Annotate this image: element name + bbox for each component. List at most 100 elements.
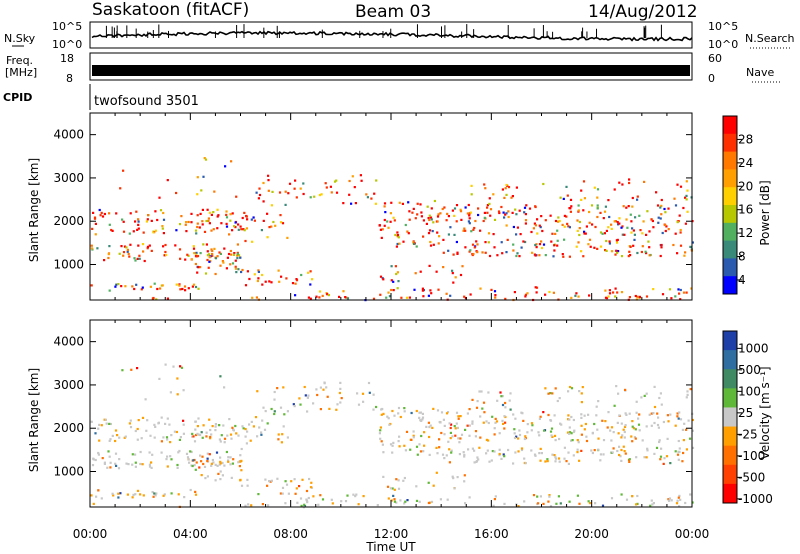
echo-cell: [463, 480, 466, 483]
echo-cell: [222, 424, 225, 427]
echo-cell: [403, 410, 406, 413]
echo-cell: [659, 217, 662, 220]
echo-cell: [538, 434, 541, 437]
echo-cell: [170, 458, 173, 461]
echo-cell: [141, 243, 145, 246]
echo-cell: [429, 244, 433, 247]
echo-cell: [155, 298, 158, 301]
echo-cell: [141, 463, 144, 466]
echo-cell: [452, 477, 455, 480]
echo-cell: [568, 255, 571, 258]
echo-cell: [494, 421, 497, 424]
echo-cell: [396, 271, 399, 274]
echo-cell: [569, 210, 572, 213]
echo-cell: [277, 438, 280, 441]
echo-cell: [294, 294, 297, 297]
echo-cell: [637, 417, 640, 420]
echo-cell: [661, 293, 665, 296]
echo-cell: [92, 211, 95, 214]
echo-cell: [662, 462, 665, 465]
echo-cell: [645, 252, 648, 255]
echo-cell: [165, 253, 168, 257]
echo-cell: [684, 501, 687, 505]
echo-cell: [412, 207, 415, 210]
echo-cell: [135, 210, 138, 213]
echo-cell: [685, 198, 688, 201]
echo-cell: [391, 487, 394, 490]
echo-cell: [628, 412, 631, 415]
echo-cell: [380, 236, 383, 239]
echo-cell: [531, 251, 534, 254]
echo-cell: [601, 232, 604, 235]
echo-cell: [104, 418, 107, 421]
echo-cell: [442, 418, 445, 421]
echo-cell: [455, 422, 458, 425]
echo-cell: [482, 401, 486, 404]
echo-cell: [319, 494, 322, 497]
echo-cell: [412, 430, 415, 433]
echo-cell: [413, 288, 416, 291]
echo-cell: [338, 391, 341, 395]
echo-cell: [108, 212, 111, 215]
echo-cell: [234, 424, 237, 428]
colorbar-segment: [723, 426, 737, 447]
echo-cell: [257, 277, 260, 280]
echo-cell: [204, 272, 208, 275]
echo-cell: [392, 216, 395, 219]
echo-cell: [648, 413, 651, 416]
echo-cell: [350, 202, 353, 205]
echo-cell: [580, 189, 583, 192]
echo-cell: [534, 205, 537, 209]
echo-cell: [625, 413, 628, 416]
echo-cell: [679, 498, 682, 501]
echo-cell: [146, 218, 149, 221]
echo-cell: [679, 298, 682, 301]
echo-cell: [264, 478, 267, 481]
echo-cell: [293, 187, 296, 190]
echo-cell: [215, 451, 219, 454]
echo-cell: [124, 435, 127, 438]
echo-cell: [500, 205, 503, 209]
echo-cell: [522, 240, 525, 243]
echo-cell: [176, 377, 179, 380]
echo-cell: [676, 453, 680, 456]
echo-cell: [480, 390, 483, 393]
echo-cell: [300, 273, 303, 277]
echo-cell: [468, 408, 471, 411]
echo-cell: [466, 412, 469, 415]
echo-cell: [270, 225, 273, 228]
echo-cell: [428, 214, 431, 217]
echo-cell: [307, 496, 310, 500]
echo-cell: [546, 458, 549, 461]
echo-cell: [432, 407, 435, 410]
echo-cell: [628, 458, 631, 461]
echo-cell: [607, 295, 610, 298]
echo-cell: [679, 244, 683, 247]
echo-cell: [336, 403, 339, 406]
noise-spikes: [105, 24, 662, 38]
echo-cell: [128, 232, 131, 235]
echo-cell: [479, 229, 482, 232]
echo-cell: [379, 228, 382, 231]
echo-cell: [485, 438, 488, 441]
echo-cell: [243, 211, 246, 214]
echo-cell: [679, 231, 682, 234]
echo-cell: [658, 439, 661, 442]
echo-cell: [634, 216, 637, 219]
echo-cell: [206, 457, 209, 460]
echo-cell: [472, 228, 475, 231]
echo-cell: [652, 288, 655, 291]
echo-cell: [662, 420, 665, 424]
echo-cell: [624, 388, 627, 391]
echo-cell: [201, 455, 204, 458]
colorbar-segment: [723, 169, 737, 188]
echo-cell: [138, 254, 141, 257]
echo-cell: [443, 457, 446, 460]
echo-cell: [175, 229, 178, 232]
echo-cell: [398, 445, 401, 448]
echo-cell: [677, 496, 680, 499]
echo-cell: [421, 287, 424, 290]
echo-cell: [418, 443, 421, 446]
echo-cell: [415, 485, 418, 488]
